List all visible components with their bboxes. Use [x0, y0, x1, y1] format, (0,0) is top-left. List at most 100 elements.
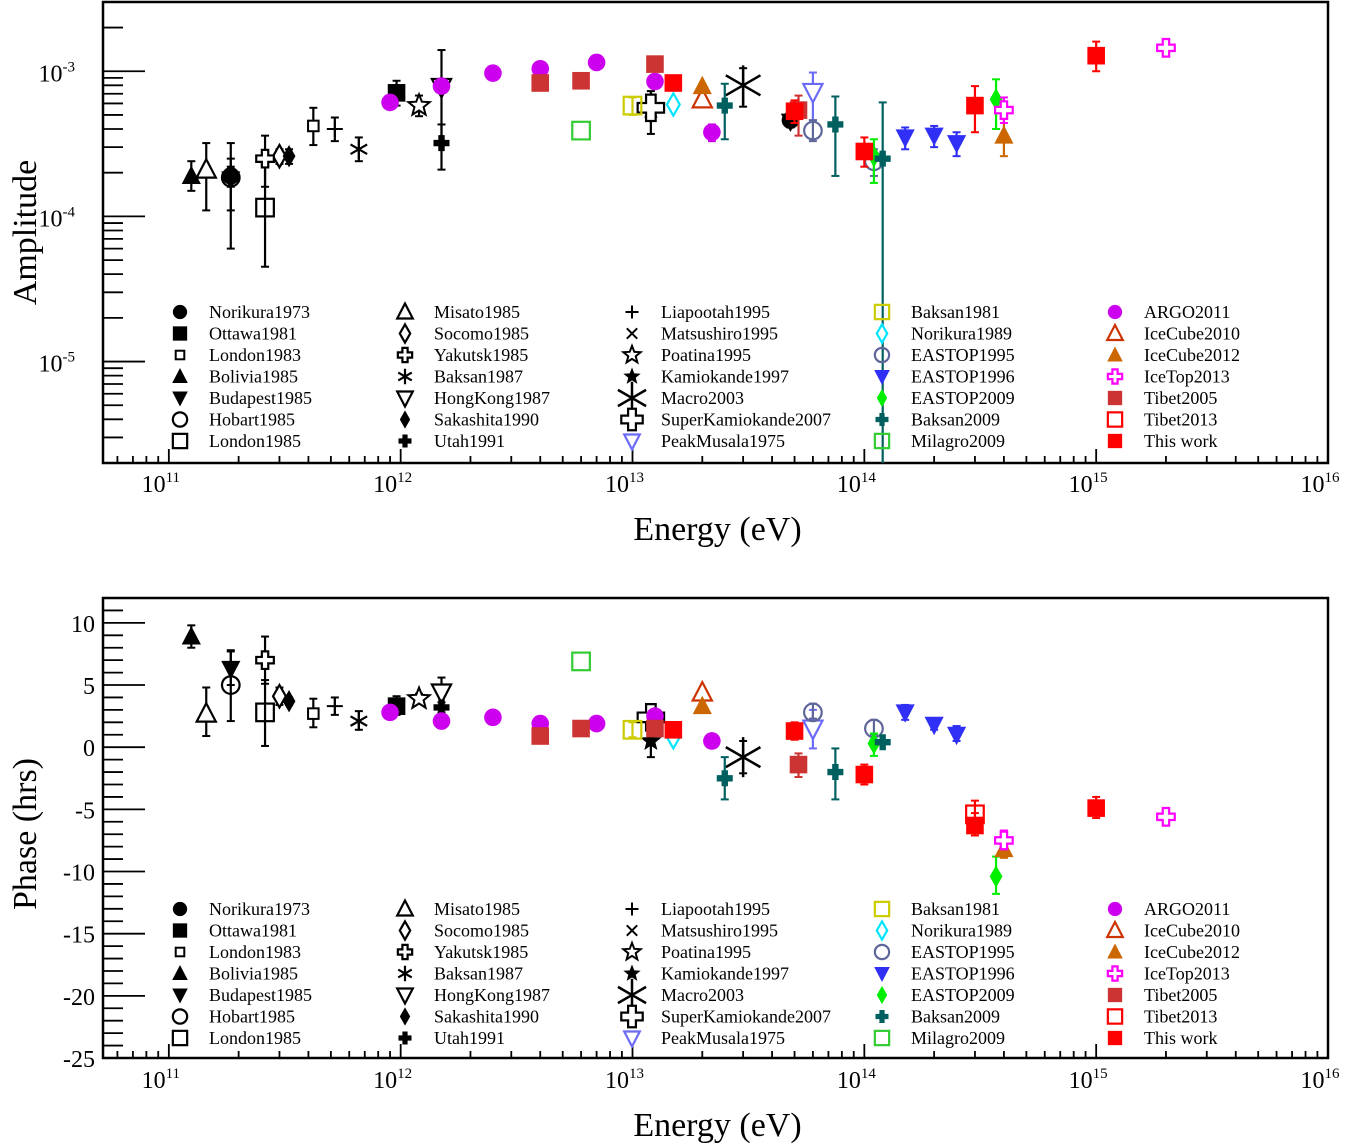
- legend-entry-norikura1989: Norikura1989: [875, 322, 1012, 345]
- legend-marker: [398, 919, 412, 942]
- legend-label: Milagro2009: [911, 431, 1005, 451]
- legend-entry-ottawa1981: Ottawa1981: [172, 324, 297, 344]
- legend-entry-baksan1987: Baksan1987: [397, 964, 523, 984]
- legend-marker: [1107, 390, 1123, 406]
- legend-entry-hongkong1987: HongKong1987: [395, 388, 550, 409]
- legend-marker: [1105, 919, 1125, 939]
- data-point: [716, 770, 733, 787]
- data-point: [430, 683, 453, 706]
- data-point: [282, 689, 296, 713]
- series-macro2003: [725, 737, 762, 778]
- legend-marker: [875, 413, 889, 426]
- series-baksan2009: [716, 734, 891, 801]
- y-axis-ticks: [103, 1, 145, 464]
- legend-label: Kamiokande1997: [661, 367, 789, 387]
- legend-entry-baksan2009: Baksan2009: [875, 1007, 1000, 1027]
- legend-marker: [399, 1007, 411, 1026]
- data-point: [255, 197, 275, 218]
- x-tick-label: 1013: [605, 1066, 644, 1094]
- series-icetop2013: [994, 37, 1176, 125]
- legend-label: Hobart1985: [209, 410, 295, 430]
- data-point: [307, 119, 320, 133]
- legend-marker: [874, 967, 890, 982]
- legend-entry-baksan1987: Baksan1987: [397, 367, 523, 387]
- data-point: [924, 716, 944, 736]
- legend-label: Matsushiro1995: [661, 921, 778, 941]
- legend-marker: [626, 924, 638, 937]
- legend-marker: [398, 434, 412, 448]
- legend-entry-tibet2013: Tibet2013: [1106, 1007, 1217, 1027]
- legend-entry-misato1985: Misato1985: [395, 301, 520, 322]
- legend-marker: [174, 946, 186, 958]
- data-point: [349, 139, 368, 159]
- data-point: [803, 702, 823, 723]
- legend-marker: [1105, 322, 1125, 342]
- legend-entry-argo2011: ARGO2011: [1107, 302, 1230, 322]
- legend-marker: [172, 923, 188, 938]
- legend-label: Kamiokande1997: [661, 964, 789, 984]
- legend-label: EASTOP1995: [911, 345, 1015, 365]
- data-point: [326, 121, 343, 138]
- data-point: [381, 703, 399, 722]
- legend-marker: [873, 943, 891, 961]
- legend-label: Tibet2013: [1144, 410, 1217, 430]
- data-point: [703, 732, 721, 750]
- legend-label: Bolivia1985: [209, 964, 298, 984]
- legend-entry-argo2011: ARGO2011: [1107, 899, 1230, 919]
- series-eastop1996: [895, 124, 967, 158]
- legend-label: EASTOP2009: [911, 985, 1015, 1005]
- legend-entry-icecube2010: IceCube2010: [1105, 322, 1240, 344]
- legend-marker: [625, 305, 639, 319]
- y-axis-ticks: [103, 609, 145, 1059]
- legend-marker: [873, 346, 891, 364]
- data-point: [803, 120, 823, 141]
- legend-marker: [1107, 346, 1123, 362]
- data-point: [827, 764, 844, 781]
- data-point: [194, 156, 218, 179]
- data-point: [307, 707, 320, 720]
- data-point: [692, 75, 712, 95]
- legend-marker: [620, 1004, 644, 1029]
- legend-entry-poatina1995: Poatina1995: [620, 940, 751, 962]
- legend-label: Tibet2013: [1144, 1007, 1217, 1027]
- legend-entry-kamiokande1997: Kamiokande1997: [623, 964, 789, 984]
- legend-marker: [172, 965, 188, 980]
- legend-entry-budapest1985: Budapest1985: [172, 985, 312, 1005]
- series-tibet2005: [531, 719, 808, 779]
- amplitude-panel: 1011 1012 1013 1014 1015 1016 Energy (eV) 10-3 1…: [7, 0, 1340, 548]
- series-icecube2010: [690, 86, 714, 109]
- legend-entry-eastop2009: EASTOP2009: [876, 388, 1015, 408]
- y-tick-label: 10-4: [39, 204, 76, 232]
- legend-marker: [1106, 1008, 1124, 1025]
- legend-entry-tibet2005: Tibet2005: [1107, 388, 1217, 408]
- x-axis-ticks: [116, 1044, 1319, 1058]
- data-point: [966, 816, 984, 835]
- plot-frame: [101, 0, 1330, 465]
- series-socomo1985: [271, 142, 288, 170]
- legend-entry-eastop2009: EASTOP2009: [876, 985, 1015, 1005]
- legend-entry-baksan2009: Baksan2009: [875, 410, 1000, 430]
- legend-entry-tibet2013: Tibet2013: [1106, 410, 1217, 430]
- legend-entry-milagro2009: Milagro2009: [873, 431, 1005, 451]
- series-baksan1981: [622, 719, 643, 740]
- data-point: [571, 120, 591, 141]
- data-point: [194, 700, 218, 723]
- x-tick-label: 1015: [1069, 470, 1108, 498]
- legend-label: Socomo1985: [434, 921, 529, 941]
- x-tick-label: 1014: [837, 470, 877, 498]
- legend-label: IceTop2013: [1144, 964, 1230, 984]
- series-milagro2009: [571, 651, 591, 672]
- legend-marker: [172, 326, 188, 341]
- series-poatina1995: [405, 684, 433, 711]
- series-eastop1996: [895, 703, 967, 746]
- data-point: [531, 727, 550, 745]
- legend-entry-poatina1995: Poatina1995: [620, 343, 751, 365]
- legend-label: Matsushiro1995: [661, 324, 778, 344]
- data-point: [924, 127, 944, 147]
- legend-label: SuperKamiokande2007: [661, 410, 831, 430]
- legend-entry-kamiokande1997: Kamiokande1997: [623, 367, 789, 387]
- legend-entry-norikura1973: Norikura1973: [172, 899, 310, 919]
- legend-entry-icecube2012: IceCube2012: [1107, 942, 1240, 962]
- data-point: [665, 91, 681, 118]
- y-axis-label: Amplitude: [7, 160, 44, 305]
